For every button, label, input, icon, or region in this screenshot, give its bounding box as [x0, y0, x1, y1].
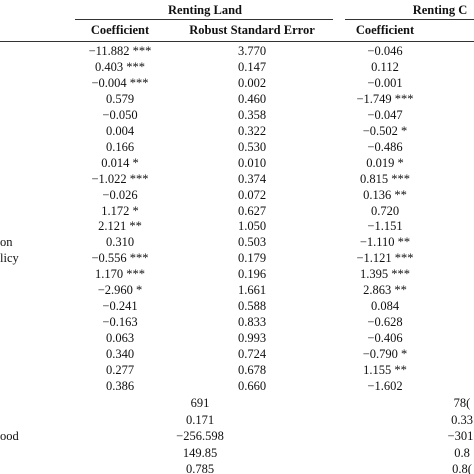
- stat-cell: 0.8: [454, 445, 470, 460]
- cell: −0.406: [367, 331, 403, 346]
- stat-cell: 149.85: [182, 445, 218, 460]
- cell: 0.136 **: [363, 187, 407, 202]
- cell: −0.026: [102, 187, 138, 202]
- cell: −1.110 **: [359, 235, 411, 250]
- cell: −1.022 ***: [91, 171, 149, 186]
- cell: 0.019 *: [366, 155, 404, 170]
- cell: −0.001: [367, 75, 403, 90]
- column-header: Coefficient: [90, 23, 150, 37]
- cell: 0.993: [237, 331, 267, 346]
- cell: 0.004: [105, 123, 135, 138]
- cell: −0.047: [367, 107, 403, 122]
- cell: −1.121 ***: [356, 251, 414, 266]
- row-label: on: [0, 235, 13, 250]
- stat-cell: −301.: [447, 429, 474, 443]
- cell: −1.749 ***: [356, 91, 414, 106]
- cell: 0.310: [105, 235, 135, 250]
- cell: 0.678: [237, 363, 267, 377]
- cell: 0.460: [237, 91, 267, 106]
- cell: 0.063: [105, 331, 135, 346]
- cell: −0.163: [102, 315, 138, 330]
- cell: 1.661: [237, 283, 267, 298]
- cell: −0.790 *: [362, 347, 408, 362]
- stat-cell: 0.785: [185, 462, 215, 474]
- cell: 0.277: [105, 363, 135, 377]
- cell: 0.072: [237, 187, 267, 202]
- cell: −0.004 ***: [91, 75, 149, 90]
- cell: 0.403 ***: [95, 59, 145, 74]
- group-rule: [345, 19, 474, 20]
- cell: −0.502 *: [362, 123, 408, 138]
- cell: −0.486: [367, 139, 403, 154]
- cell: 0.014 *: [101, 155, 139, 170]
- stat-cell: 691: [190, 396, 210, 410]
- cell: 1.395 ***: [360, 267, 410, 282]
- cell: 0.358: [237, 107, 267, 122]
- cell: 2.863 **: [363, 283, 407, 298]
- cell: 0.196: [237, 267, 267, 282]
- group-header: Renting C: [412, 3, 468, 17]
- cell: 0.322: [237, 123, 267, 138]
- cell: 0.340: [105, 347, 135, 362]
- cell: 0.084: [370, 299, 400, 314]
- cell: −0.046: [367, 44, 403, 58]
- cell: −2.960 *: [97, 283, 143, 298]
- group-rule: [75, 19, 333, 20]
- cell: −1.602: [367, 378, 403, 393]
- cell: 0.374: [237, 171, 267, 186]
- header-rule: [0, 41, 474, 42]
- cell: 2.121 **: [98, 219, 142, 234]
- cell: 1.155 **: [363, 363, 407, 377]
- cell: 0.833: [237, 315, 267, 330]
- cell: −0.050: [102, 107, 138, 122]
- cell: 0.588: [237, 299, 267, 314]
- group-header: Renting Land: [168, 3, 242, 17]
- cell: 0.147: [237, 59, 267, 74]
- cell: 0.166: [105, 139, 135, 154]
- cell: 0.002: [237, 75, 267, 90]
- cell: −0.556 ***: [91, 251, 149, 266]
- cell: 0.579: [105, 91, 135, 106]
- cell: 0.815 ***: [360, 171, 410, 186]
- cell: 0.530: [237, 139, 267, 154]
- row-label: ood: [0, 429, 19, 443]
- cell: 1.050: [237, 219, 267, 234]
- cell: 0.627: [237, 203, 267, 218]
- cell: −0.628: [367, 315, 403, 330]
- column-header: Robust Standard Error: [189, 23, 315, 37]
- cell: 1.170 ***: [95, 267, 145, 282]
- stat-cell: −256.598: [176, 429, 224, 443]
- cell: 0.386: [105, 378, 135, 393]
- stat-cell: 0.171: [185, 412, 215, 427]
- cell: 0.720: [370, 203, 400, 218]
- stat-cell: 0.8(: [452, 462, 472, 474]
- cell: 0.724: [237, 347, 267, 362]
- cell: −11.882 ***: [88, 44, 152, 58]
- stat-cell: 78(: [453, 396, 471, 410]
- cell: −0.241: [102, 299, 138, 314]
- cell: 3.770: [237, 44, 267, 58]
- column-header: Coefficient: [355, 23, 415, 37]
- row-label: licy: [0, 251, 19, 266]
- cell: 0.112: [371, 59, 399, 74]
- cell: 0.179: [237, 251, 267, 266]
- cell: 1.172 *: [101, 203, 139, 218]
- cell: 0.503: [237, 235, 267, 250]
- stat-cell: 0.33: [451, 412, 473, 427]
- cell: −1.151: [367, 219, 403, 234]
- cell: 0.010: [237, 155, 267, 170]
- cell: 0.660: [237, 378, 267, 393]
